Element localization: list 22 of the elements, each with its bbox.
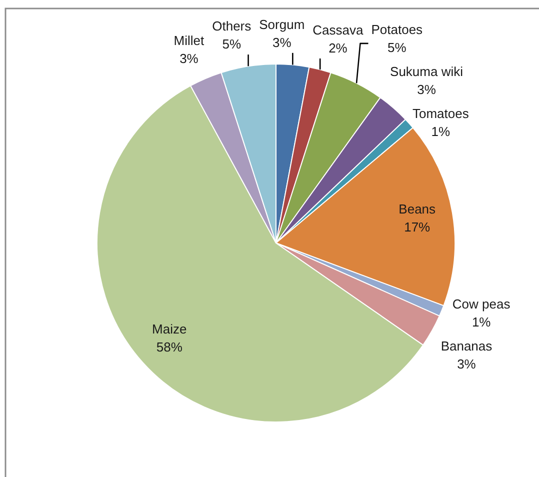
data-label: 58% [156,340,183,355]
data-label: 3% [272,34,292,50]
slice-label: Sorgum [259,16,305,32]
data-label: 5% [222,36,242,52]
data-label: 2% [328,40,348,56]
data-label: 5% [388,40,407,55]
slice-label: Others [212,18,252,34]
data-label: 1% [431,124,451,139]
data-label: 1% [472,314,492,330]
slice-label: Potatoes [371,22,424,37]
slice-label: Beans [398,202,436,217]
data-label: 3% [417,82,436,97]
slice-label: Cow peas [452,296,511,312]
slice-label: Cassava [312,22,364,38]
data-label: 3% [180,50,199,66]
slice-label: Maize [152,322,187,337]
data-label: 17% [404,220,431,235]
slice-label: Bananas [440,338,493,354]
data-label: 3% [457,356,476,372]
slice-label: Sukuma wiki [390,64,464,79]
slice-label: Tomatoes [412,106,470,121]
slice-label: Millet [174,32,205,48]
